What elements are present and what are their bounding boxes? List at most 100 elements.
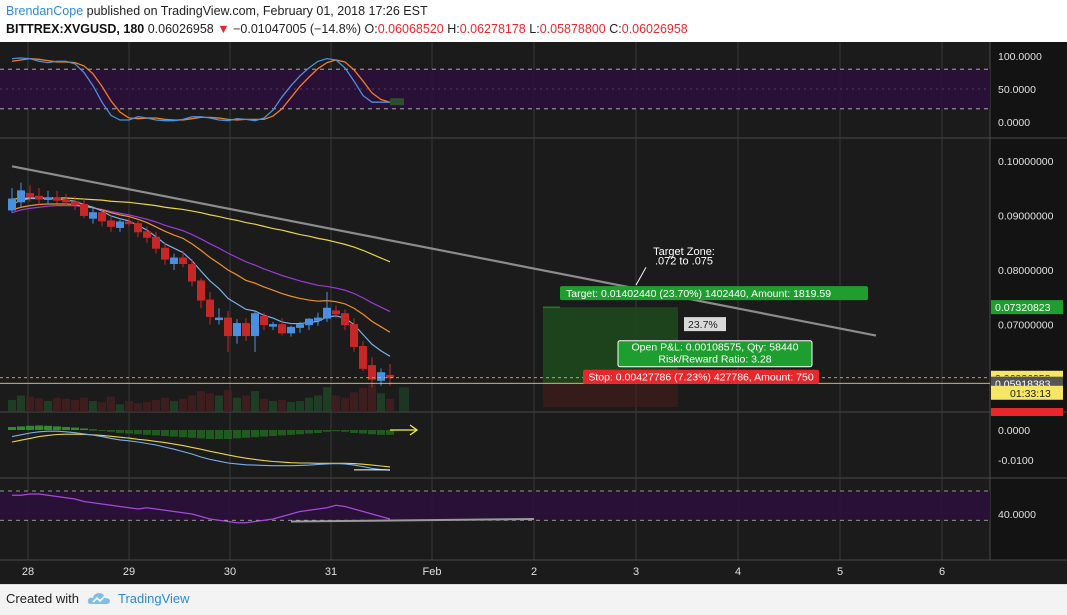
candle-body[interactable]: [359, 345, 367, 369]
candle-body[interactable]: [386, 374, 394, 379]
price-marker-box: [991, 300, 1063, 315]
candle-body[interactable]: [89, 212, 97, 219]
time-tick-label: 5: [837, 566, 843, 578]
candle-body[interactable]: [305, 318, 313, 326]
publish-line: BrendanCope published on TradingView.com…: [6, 4, 428, 18]
candle-body[interactable]: [206, 299, 214, 317]
price-tick-label: 0.09000000: [998, 210, 1054, 222]
candle-body[interactable]: [170, 257, 178, 264]
candle-body[interactable]: [341, 313, 349, 326]
stop-zone[interactable]: [543, 383, 678, 408]
candle-body[interactable]: [251, 313, 259, 337]
volume-bar: [368, 384, 376, 412]
price-marker-label: 0.07320823: [995, 302, 1051, 314]
candle-body[interactable]: [8, 198, 16, 211]
macd-tick-label: 0.0000: [998, 425, 1030, 437]
candle-body[interactable]: [53, 197, 61, 201]
annotation-line1: Target Zone:: [653, 246, 715, 258]
macd-hist-bar: [305, 430, 313, 434]
candle-body[interactable]: [152, 236, 160, 249]
volume-bar: [71, 399, 79, 412]
candle-body[interactable]: [197, 280, 205, 301]
macd-hist-bar: [233, 430, 241, 439]
time-tick-label: 4: [735, 566, 741, 578]
volume-bar: [161, 397, 169, 412]
candle-body[interactable]: [224, 317, 232, 337]
candle-body[interactable]: [62, 199, 70, 203]
volume-bar: [188, 395, 196, 412]
macd-hist-bar: [62, 427, 70, 430]
candle-body[interactable]: [35, 195, 43, 200]
macd-hist-bar: [80, 428, 88, 430]
trendline[interactable]: [11, 165, 877, 337]
candle-body[interactable]: [161, 247, 169, 260]
candle-body[interactable]: [269, 324, 277, 327]
volume-bar: [287, 402, 295, 412]
volume-bar: [386, 398, 394, 412]
macd-hist-bar: [296, 430, 304, 435]
low-value: 0.05878800: [539, 22, 606, 36]
candle-body[interactable]: [26, 193, 34, 197]
candle-body[interactable]: [323, 307, 331, 319]
stop-label: Stop: 0.00427786 (7.23%) 427786, Amount:…: [588, 372, 814, 384]
candle-body[interactable]: [125, 221, 133, 225]
candle-body[interactable]: [287, 326, 295, 334]
volume-bar: [233, 397, 241, 412]
time-tick-label: 2: [531, 566, 537, 578]
stoch-k-line: [11, 57, 390, 122]
candle-body[interactable]: [260, 315, 268, 326]
volume-bar: [314, 395, 322, 412]
candle-body[interactable]: [71, 201, 79, 206]
macd-hist-bar: [377, 430, 385, 435]
candle-body[interactable]: [44, 197, 52, 200]
price-panel[interactable]: Target: 0.01402440 (23.70%) 1402440, Amo…: [0, 165, 990, 412]
candle-body[interactable]: [278, 324, 286, 334]
author-link[interactable]: BrendanCope: [6, 4, 84, 18]
candle-body[interactable]: [134, 223, 142, 233]
candle-body[interactable]: [179, 257, 187, 264]
macd-hist-bar: [368, 430, 376, 435]
tradingview-link[interactable]: TradingView: [118, 591, 190, 606]
macd-hist-bar: [134, 430, 142, 435]
time-tick-label: 3: [633, 566, 639, 578]
candle-body[interactable]: [215, 317, 223, 321]
macd-arrow-head: [409, 424, 419, 436]
time-tick-label: 29: [123, 566, 135, 578]
macd-hist-bar: [242, 430, 250, 438]
candle-body[interactable]: [296, 324, 304, 328]
candle-body[interactable]: [116, 221, 124, 228]
candle-body[interactable]: [242, 323, 250, 337]
macd-hist-bar: [107, 430, 115, 432]
macd-hist-bar: [53, 426, 61, 430]
countdown-box: [991, 385, 1063, 400]
volume-bar: [197, 391, 205, 412]
macd-hist-bar: [350, 430, 358, 433]
candle-body[interactable]: [377, 372, 385, 381]
candle-body[interactable]: [107, 220, 115, 227]
candle-body[interactable]: [98, 212, 106, 222]
rsi-panel[interactable]: [0, 490, 990, 524]
price-tick-label: 0.10000000: [998, 156, 1054, 168]
candle-body[interactable]: [350, 324, 358, 347]
rsi-trendline[interactable]: [290, 518, 535, 523]
candle-body[interactable]: [188, 264, 196, 282]
macd-hist-bar: [341, 430, 349, 432]
volume-bar: [260, 398, 268, 412]
candle-body[interactable]: [368, 365, 376, 380]
macd-hist-bar: [17, 426, 25, 430]
candle-body[interactable]: [143, 231, 151, 238]
volume-bar: [332, 395, 340, 412]
stoch-tick-label: 100.0000: [998, 51, 1042, 63]
candle-body[interactable]: [332, 310, 340, 315]
candle-body[interactable]: [314, 317, 322, 321]
macd-hist-bar: [143, 430, 151, 435]
macd-panel[interactable]: [8, 424, 419, 471]
candle-body[interactable]: [233, 323, 241, 337]
stochastic-panel[interactable]: [0, 57, 990, 122]
volume-bar: [152, 399, 160, 412]
chart-canvas[interactable]: Target: 0.01402440 (23.70%) 1402440, Amo…: [0, 42, 1067, 584]
footer: Created with TradingView: [0, 584, 1067, 615]
candle-body[interactable]: [17, 190, 25, 203]
candle-body[interactable]: [80, 204, 88, 216]
macd-hist-bar: [170, 430, 178, 437]
